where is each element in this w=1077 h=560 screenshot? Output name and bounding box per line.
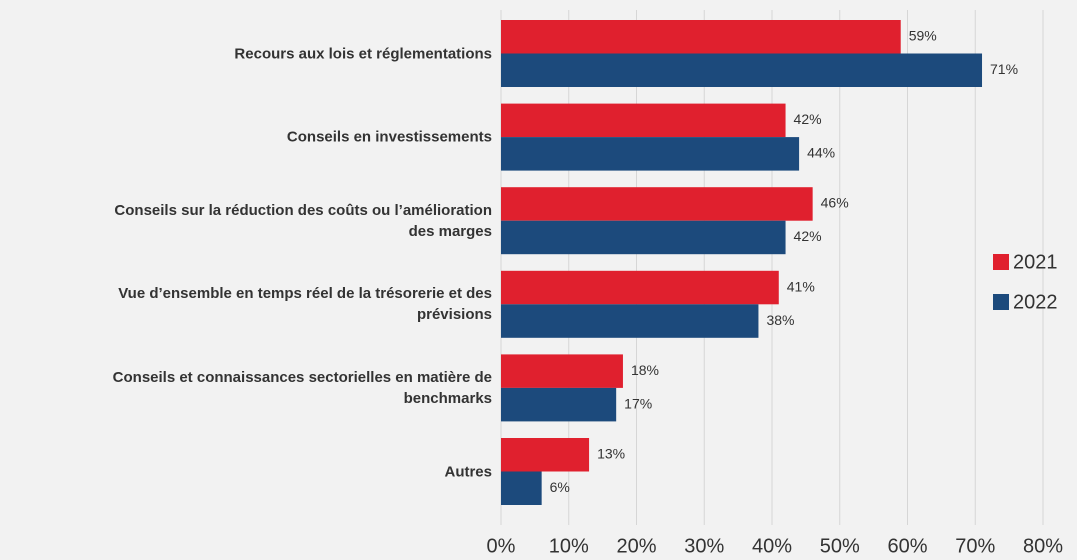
x-tick-label: 70% <box>955 535 995 557</box>
bar <box>501 20 901 54</box>
legend-swatch <box>993 254 1009 270</box>
category-label: Conseils sur la réduction des coûts ou l… <box>114 201 492 240</box>
category-label: Vue d’ensemble en temps réel de la tréso… <box>118 285 492 324</box>
value-label: 13% <box>597 445 625 461</box>
x-tick-label: 60% <box>887 535 927 557</box>
x-tick-label: 80% <box>1023 535 1063 557</box>
legend-label: 2021 <box>1013 251 1058 273</box>
bar <box>501 137 800 171</box>
bar <box>501 220 786 255</box>
category-label: Autres <box>444 463 492 480</box>
value-label: 46% <box>821 195 849 211</box>
bar <box>501 187 813 221</box>
bar <box>501 103 786 138</box>
value-label: 59% <box>909 27 937 43</box>
x-tick-label: 0% <box>487 535 516 557</box>
value-label: 38% <box>766 312 794 328</box>
bar <box>501 438 590 472</box>
legend-swatch <box>993 294 1009 310</box>
bar <box>501 304 759 338</box>
bar <box>501 387 617 422</box>
category-label: Recours aux lois et réglementations <box>234 45 492 62</box>
value-label: 6% <box>550 479 570 495</box>
value-label: 42% <box>794 228 822 244</box>
x-tick-label: 50% <box>820 535 860 557</box>
bar <box>501 471 542 505</box>
value-label: 18% <box>631 362 659 378</box>
bar <box>501 270 779 305</box>
category-label: Conseils en investissements <box>286 128 492 146</box>
legend-label: 2022 <box>1013 291 1058 313</box>
bar <box>501 354 623 388</box>
value-label: 71% <box>990 61 1018 77</box>
value-label: 44% <box>807 145 835 161</box>
x-tick-label: 30% <box>684 535 724 557</box>
value-label: 42% <box>794 111 822 127</box>
x-tick-label: 10% <box>549 535 589 557</box>
bar <box>501 53 983 87</box>
value-label: 41% <box>787 278 815 294</box>
x-tick-label: 20% <box>616 535 656 557</box>
x-tick-label: 40% <box>752 535 792 557</box>
value-label: 17% <box>624 395 652 411</box>
category-label: Conseils et connaissances sectorielles e… <box>112 368 492 407</box>
